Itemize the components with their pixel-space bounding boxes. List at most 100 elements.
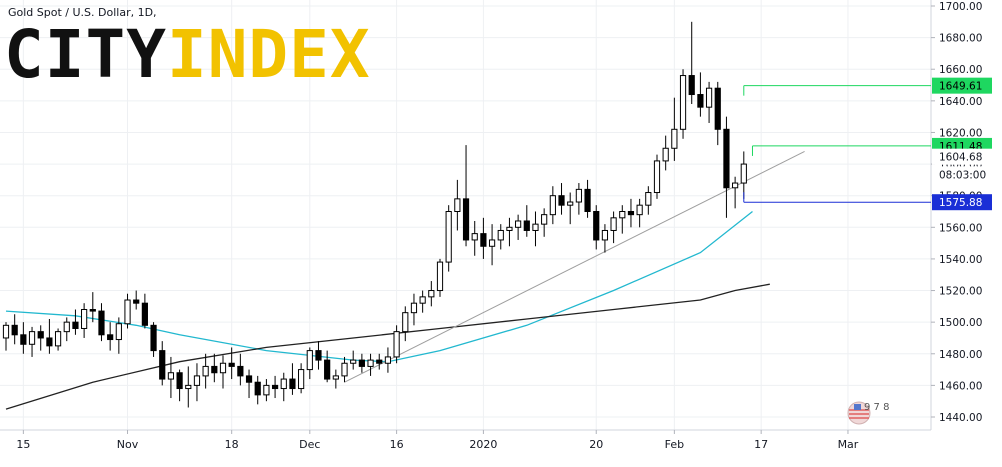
candle bbox=[636, 198, 643, 228]
candle-body bbox=[124, 299, 131, 325]
candle bbox=[532, 211, 539, 247]
y-tick-label: 1480.00 bbox=[939, 349, 982, 361]
candle bbox=[289, 363, 296, 395]
candle-body bbox=[567, 201, 574, 206]
y-tick-label: 1520.00 bbox=[939, 286, 982, 298]
y-tick-label: 1440.00 bbox=[939, 412, 982, 424]
candle-body bbox=[228, 362, 235, 367]
candle-body bbox=[610, 217, 617, 231]
candle-body bbox=[315, 350, 322, 361]
candle bbox=[11, 314, 18, 345]
candle-body bbox=[46, 337, 53, 347]
candle-body bbox=[653, 160, 661, 194]
price-label-box bbox=[932, 77, 992, 94]
candle-body bbox=[506, 226, 513, 231]
candle bbox=[506, 217, 513, 247]
candle-body bbox=[54, 331, 62, 347]
candle bbox=[263, 379, 270, 402]
candle bbox=[393, 325, 400, 364]
x-tick-label: Feb bbox=[665, 438, 684, 451]
candle-body bbox=[627, 211, 635, 216]
candle-body bbox=[141, 302, 148, 326]
candle-body bbox=[723, 128, 730, 189]
candle-body bbox=[393, 331, 400, 358]
candle bbox=[515, 214, 522, 240]
x-tick-label: 20 bbox=[589, 438, 603, 451]
candle-body bbox=[185, 384, 192, 390]
candle-body bbox=[306, 350, 313, 371]
price-label-text: 08:03:00 bbox=[939, 169, 986, 181]
candle bbox=[358, 353, 365, 373]
candle bbox=[98, 303, 105, 342]
candle bbox=[133, 290, 140, 310]
candle bbox=[350, 350, 357, 370]
chart-title: Gold Spot / U.S. Dollar, 1D, bbox=[8, 6, 157, 19]
candle-body bbox=[159, 350, 166, 380]
candle bbox=[445, 205, 452, 272]
candle bbox=[237, 353, 244, 386]
candle-body bbox=[63, 321, 70, 333]
candle bbox=[384, 347, 392, 373]
candle-body bbox=[350, 359, 357, 364]
candle-body bbox=[714, 87, 721, 130]
candle bbox=[46, 318, 53, 354]
candle bbox=[575, 183, 582, 215]
candle-body bbox=[367, 359, 374, 367]
price-label-box bbox=[932, 148, 992, 165]
candle-body bbox=[428, 290, 435, 298]
candle bbox=[627, 198, 635, 228]
candle bbox=[488, 224, 496, 266]
candle-body bbox=[115, 323, 122, 341]
candle bbox=[428, 281, 435, 307]
candle bbox=[332, 369, 339, 389]
candle bbox=[653, 154, 661, 199]
candle bbox=[619, 205, 626, 234]
candle-body bbox=[237, 365, 244, 377]
candle-body bbox=[176, 372, 183, 390]
candle-body bbox=[454, 198, 461, 213]
y-tick-label: 1460.00 bbox=[939, 380, 982, 392]
y-tick-label: 1700.00 bbox=[939, 1, 982, 13]
candle bbox=[37, 325, 44, 351]
candle-body bbox=[98, 310, 105, 336]
candle bbox=[341, 356, 348, 383]
candle-body bbox=[341, 362, 348, 377]
candle bbox=[601, 224, 609, 253]
price-label-text: 1649.61 bbox=[939, 81, 982, 93]
price-label-box bbox=[932, 166, 992, 183]
candle-body bbox=[271, 384, 279, 390]
candle bbox=[497, 224, 504, 250]
candle bbox=[419, 290, 426, 313]
candle-body bbox=[89, 309, 96, 312]
price-label-text: 1575.88 bbox=[939, 197, 982, 209]
candle bbox=[324, 350, 331, 383]
candle-body bbox=[636, 204, 643, 216]
candle bbox=[436, 258, 444, 297]
candle-body bbox=[107, 334, 114, 341]
candle-body bbox=[20, 334, 27, 345]
candle-body bbox=[402, 312, 409, 333]
x-tick-label: Mar bbox=[838, 438, 859, 451]
candle-body bbox=[497, 229, 504, 241]
candle bbox=[254, 375, 261, 405]
candle bbox=[150, 322, 157, 357]
candle bbox=[732, 176, 739, 209]
candle-body bbox=[515, 220, 522, 228]
candle-body bbox=[133, 299, 140, 304]
candle-body bbox=[245, 375, 253, 383]
candle bbox=[410, 293, 418, 326]
candle bbox=[211, 353, 218, 383]
candle-body bbox=[705, 87, 713, 108]
candle-body bbox=[358, 359, 365, 367]
candle-body bbox=[523, 220, 530, 231]
candle-body bbox=[575, 188, 582, 203]
candle bbox=[89, 292, 96, 323]
candle-body bbox=[150, 324, 157, 352]
candle bbox=[662, 135, 669, 171]
logo-part-index: INDEX bbox=[166, 16, 371, 93]
symbol-badge[interactable]: 9 7 8 bbox=[847, 401, 889, 425]
candle bbox=[610, 211, 617, 244]
candle bbox=[245, 369, 253, 399]
y-tick-label: 1500.00 bbox=[939, 317, 982, 329]
